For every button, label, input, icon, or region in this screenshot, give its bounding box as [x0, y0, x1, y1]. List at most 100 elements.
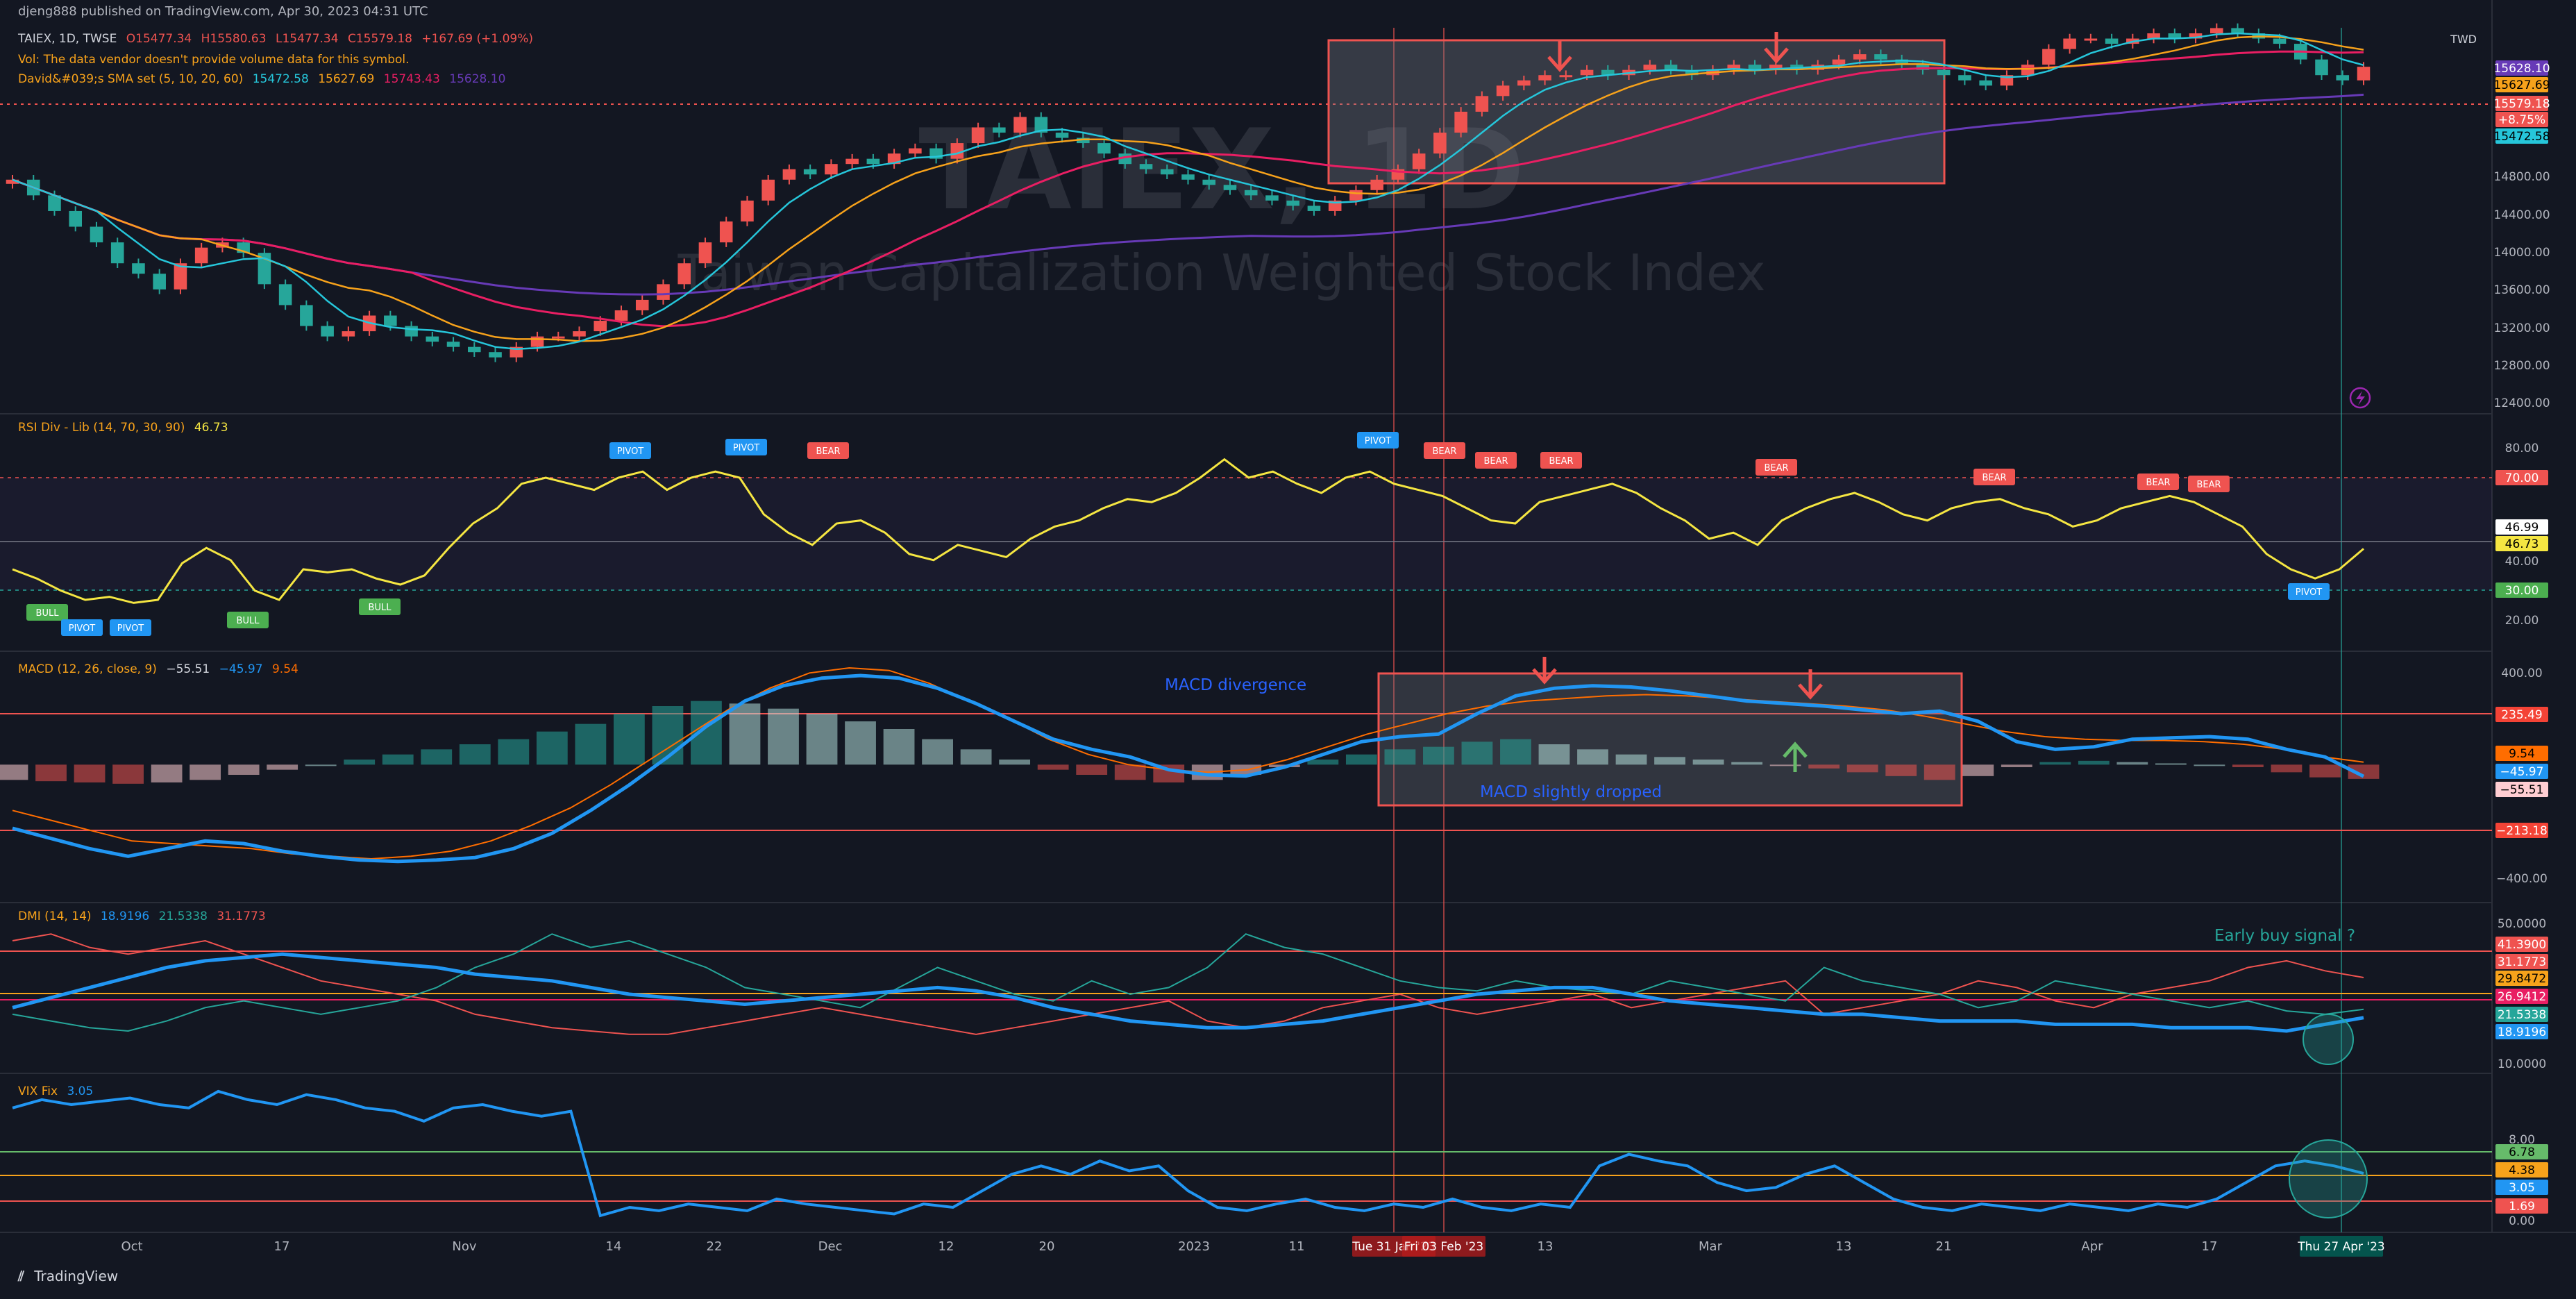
vix-fix-pane[interactable]: 8.006.78 4.38 3.05 1.690.00 — [0, 1089, 2548, 1228]
time-axis-label: 17 — [2202, 1239, 2218, 1254]
candle-body — [761, 179, 775, 201]
macd-histogram-bar — [729, 703, 761, 765]
time-axis-label: 22 — [707, 1239, 723, 1254]
price-tick-label: 12400.00 — [2493, 396, 2550, 410]
macd-histogram-bar — [1307, 760, 1339, 765]
candle-body — [825, 164, 838, 175]
candle-body — [384, 315, 397, 326]
time-axis[interactable]: Oct 17 Nov 14 22 Dec 12 20 2023 11 13 Mar 13 21 Apr 17 T… — [121, 1236, 2385, 1257]
macd-histogram-bar — [536, 731, 568, 765]
rsi-axis[interactable]: 80.00 70.00 46.99 46.73 40.00 30.00 20.00 — [2495, 442, 2548, 628]
sma-legend[interactable]: David&#039;s SMA set (5, 10, 20, 60) 154… — [18, 72, 511, 86]
macd-histogram-bar — [2271, 764, 2303, 773]
rsi-pane[interactable]: BULL PIVOT PIVOT BULL BULL PIVOT PIVOT BEAR PIVO… — [0, 432, 2548, 636]
brand-name[interactable]: TradingView — [34, 1268, 119, 1284]
symbol-legend[interactable]: TAIEX, 1D, TWSE O15477.34 H15580.63 L154… — [18, 32, 539, 46]
macd-value: −55.51 — [166, 662, 210, 676]
price-tick-label: 13200.00 — [2493, 321, 2550, 335]
rsi-tag-pivot: PIVOT — [69, 623, 96, 634]
price-badge-sma10-bg — [2495, 77, 2548, 92]
macd-axis[interactable]: 400.00 235.49 9.54 −45.97 −55.51 −213.18 −400.… — [2495, 667, 2548, 886]
macd-histogram-bar — [1731, 762, 1763, 765]
macd-histogram-bar — [1461, 741, 1493, 765]
candle-body — [2231, 28, 2244, 33]
vix-label[interactable]: VIX Fix — [18, 1084, 58, 1098]
candle-body — [446, 342, 460, 347]
vix-legend[interactable]: VIX Fix 3.05 — [18, 1084, 99, 1098]
candle-body — [1580, 69, 1594, 76]
dmi-plus-value: 21.5338 — [158, 910, 208, 923]
rsi-legend[interactable]: RSI Div - Lib (14, 70, 30, 90) 46.73 — [18, 421, 234, 435]
dmi-pane[interactable]: Early buy signal ? 50.0000 41.3900 31.1773… — [0, 917, 2548, 1071]
rsi-tag-pivot-bg — [1357, 432, 1399, 449]
candle-body — [2336, 75, 2350, 81]
dmi-label[interactable]: DMI (14, 14) — [18, 910, 92, 923]
candle-body — [321, 326, 334, 337]
macd-label[interactable]: MACD (12, 26, close, 9) — [18, 662, 157, 676]
macd-pane[interactable]: MACD divergence MACD slightly dropped 40… — [0, 657, 2548, 886]
candle-body — [1517, 80, 1531, 86]
dmi-badge: 26.9412 — [2498, 990, 2546, 1004]
vix-badge-bg — [2495, 1180, 2548, 1195]
rsi-tag-bear-bg — [1973, 469, 2015, 485]
sma-label[interactable]: David&#039;s SMA set (5, 10, 20, 60) — [18, 72, 244, 86]
price-pane[interactable]: 14800.00 14400.00 14000.00 13600.00 13200.00… — [0, 23, 2550, 410]
vix-badge-bg — [2495, 1144, 2548, 1159]
candle-body — [405, 326, 418, 337]
dmi-badge-bg — [2495, 1024, 2548, 1039]
rsi-tag-pivot: PIVOT — [617, 446, 644, 457]
candle-body — [1160, 169, 1174, 175]
tradingview-logo-icon: ⫽ — [18, 1268, 24, 1284]
arrow-down-icon — [1798, 669, 1823, 700]
vix-badge: 3.05 — [2509, 1181, 2535, 1195]
macd-histogram-bar — [691, 701, 722, 765]
candle-body — [1874, 54, 1887, 60]
price-badge-change: +8.75% — [2498, 113, 2545, 127]
pane-separators — [0, 0, 2576, 1233]
dmi-badge: 29.8472 — [2498, 972, 2546, 986]
candle-body — [657, 284, 670, 300]
arrow-down-icon — [1764, 32, 1789, 64]
macd-histogram-bar — [575, 723, 607, 765]
candle-body — [845, 158, 859, 165]
candle-body — [719, 221, 733, 243]
candle-body — [1055, 133, 1069, 138]
rsi-label[interactable]: RSI Div - Lib (14, 70, 30, 90) — [18, 421, 185, 435]
time-axis-label: 12 — [938, 1239, 954, 1254]
dmi-tick-label: 10.0000 — [2498, 1057, 2546, 1071]
rsi-line — [12, 458, 2364, 604]
brand-footer[interactable]: ⫽ TradingView — [18, 1268, 124, 1284]
currency-label[interactable]: TWD — [2450, 33, 2477, 46]
candle-body — [153, 274, 166, 290]
dmi-axis[interactable]: 50.0000 41.3900 31.1773 29.8472 26.9412 21.53… — [2495, 917, 2548, 1071]
macd-legend[interactable]: MACD (12, 26, close, 9) −55.51 −45.97 9.… — [18, 662, 304, 676]
macd-histogram-bar — [613, 714, 645, 765]
symbol-name[interactable]: TAIEX, 1D, TWSE — [18, 32, 117, 46]
candle-body — [426, 336, 439, 342]
macd-badge-signal-bg — [2495, 746, 2548, 761]
macd-badge-macd-bg — [2495, 764, 2548, 779]
highlight-circle-dmi — [2303, 1014, 2354, 1065]
dmi-adx-line — [12, 952, 2364, 1033]
macd-badge-upper-bg — [2495, 707, 2548, 722]
bolt-icon[interactable] — [2349, 387, 2371, 409]
candles[interactable] — [6, 23, 2371, 362]
rsi-badge-value: 46.99 — [2505, 521, 2539, 535]
candle-body — [6, 179, 19, 184]
vix-axis[interactable]: 8.006.78 4.38 3.05 1.690.00 — [2495, 1133, 2548, 1228]
candle-body — [194, 247, 208, 264]
candle-body — [1097, 143, 1111, 154]
candle-body — [468, 346, 481, 353]
price-axis[interactable]: 14800.00 14400.00 14000.00 13600.00 13200.00… — [2493, 60, 2550, 410]
candle-body — [551, 336, 565, 339]
rsi-tag-bull: BULL — [237, 616, 260, 626]
dmi-badge-bg — [2495, 989, 2548, 1004]
macd-histogram-bar — [999, 760, 1031, 765]
macd-badge-hist: −55.51 — [2500, 783, 2544, 797]
annotation-macd-divergence: MACD divergence — [1165, 676, 1306, 694]
dmi-legend[interactable]: DMI (14, 14) 18.9196 21.5338 31.1773 — [18, 910, 271, 923]
candle-body — [489, 352, 502, 358]
macd-histogram-bar — [883, 729, 915, 765]
